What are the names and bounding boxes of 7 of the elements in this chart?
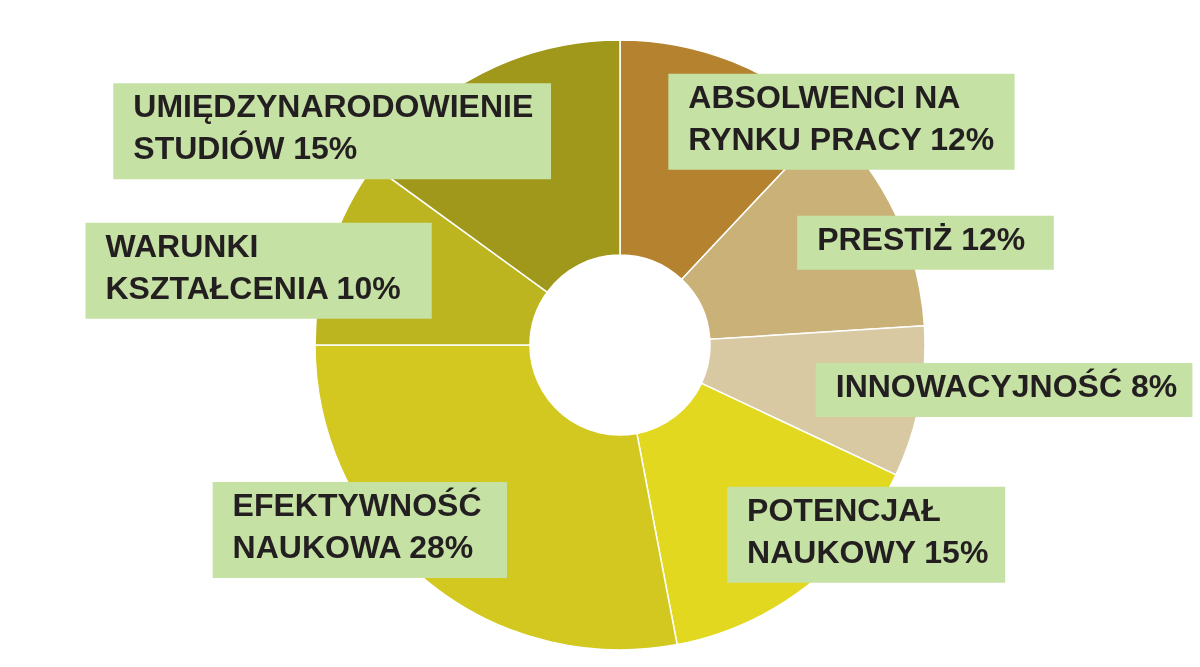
slice-label: INNOWACYJNOŚĆ 8% [835,367,1178,404]
slice-label: UMIĘDZYNARODOWIENIE STUDIÓW 15% [133,88,534,167]
slice-label: ABSOLWENCI NA RYNKU PRACY 12% [688,78,995,157]
slice-label: WARUNKI KSZTAŁCENIA 10% [105,227,401,306]
slice-label: EFEKTYWNOŚĆ NAUKOWA 28% [232,486,482,565]
slice-label: PRESTIŻ 12% [817,220,1026,257]
slice-label: POTENCJAŁ NAUKOWY 15% [747,491,989,570]
